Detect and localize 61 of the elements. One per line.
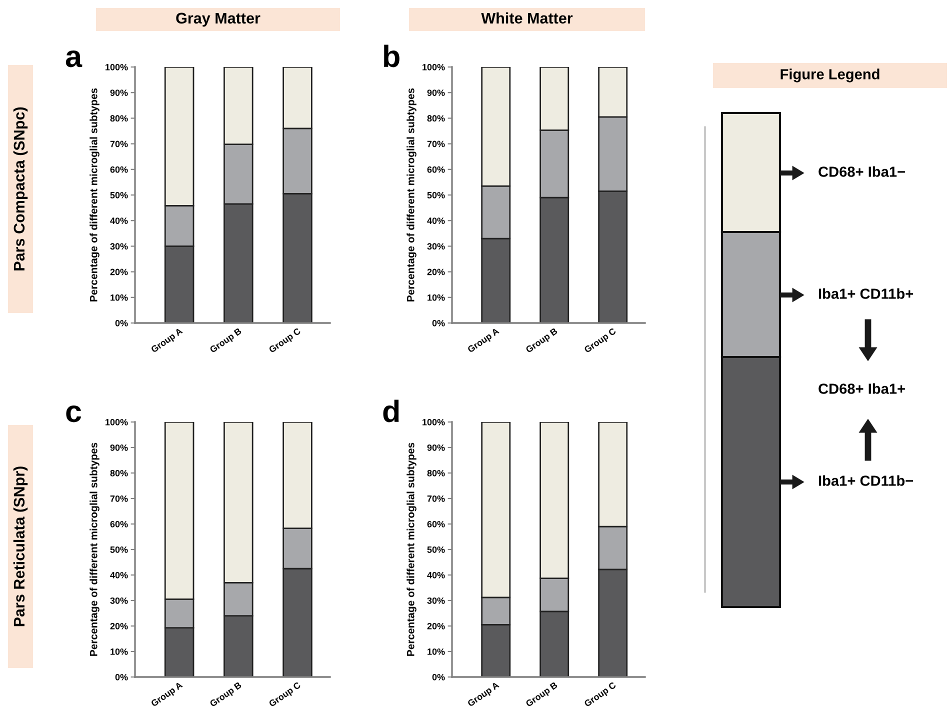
y-tick-label: 90%: [110, 90, 128, 96]
text: Iba1+ CD11b−: [818, 475, 914, 486]
y-tick-label: 40%: [427, 218, 445, 224]
y-tick-label: 40%: [110, 218, 128, 224]
y-tick-label: 100%: [106, 64, 128, 70]
y-tick-label: 60%: [427, 166, 445, 173]
text: Iba1+ CD11b+: [818, 288, 914, 299]
text: Pars Compacta (SNpc): [13, 107, 28, 270]
y-tick-label: 80%: [427, 470, 445, 476]
y-tick-label: 60%: [427, 520, 445, 528]
y-tick-label: 100%: [422, 64, 445, 70]
y-tick-label: 30%: [427, 597, 445, 604]
y-tick-label: 60%: [110, 166, 128, 173]
y-axis-title: Percentage of different microglial subtypes: [90, 442, 100, 656]
y-tick-label: 30%: [110, 243, 128, 250]
y-tick-label: 90%: [427, 444, 445, 451]
y-tick-label: 20%: [110, 268, 128, 276]
y-tick-label: 0%: [432, 320, 445, 326]
y-tick-label: 70%: [427, 495, 445, 502]
y-axis-title: Percentage of different microglial subtypes: [406, 88, 416, 302]
chart-title: c: [66, 405, 82, 422]
y-tick-label: 20%: [427, 268, 445, 276]
y-tick-label: 0%: [115, 674, 128, 680]
y-tick-label: 100%: [422, 418, 445, 426]
y-tick-label: 100%: [106, 418, 128, 426]
chart-subtitle: Gray Matter: [176, 12, 260, 27]
chart-title: d: [383, 400, 399, 422]
y-tick-label: 40%: [110, 572, 128, 578]
y-tick-label: 90%: [427, 90, 445, 96]
y-tick-label: 0%: [115, 320, 128, 326]
y-tick-label: 10%: [428, 648, 445, 655]
y-tick-label: 20%: [427, 622, 445, 630]
y-tick-label: 50%: [110, 192, 128, 198]
y-tick-label: 30%: [427, 243, 445, 250]
y-tick-label: 70%: [110, 140, 128, 148]
text: CD68+ Iba1−: [818, 166, 905, 177]
legend-title: Figure Legend: [780, 68, 880, 82]
y-axis-title: Percentage of different microglial subtypes: [406, 442, 416, 656]
y-tick-label: 0%: [432, 674, 445, 680]
y-tick-label: 80%: [427, 115, 445, 122]
y-tick-label: 50%: [427, 546, 445, 553]
y-tick-label: 40%: [427, 572, 445, 578]
y-tick-label: 60%: [110, 520, 128, 528]
y-tick-label: 10%: [110, 648, 128, 655]
y-tick-label: 70%: [427, 140, 445, 148]
text: CD68+ Iba1+: [818, 383, 905, 394]
chart-title: b: [384, 44, 400, 68]
y-tick-label: 50%: [427, 192, 445, 198]
chart-title: a: [66, 50, 82, 68]
y-tick-label: 20%: [110, 622, 128, 630]
y-tick-label: 90%: [110, 444, 128, 451]
y-axis-title: Percentage of different microglial subtypes: [90, 88, 100, 302]
y-tick-label: 80%: [110, 115, 128, 122]
text: Pars Reticulata (SNpr): [13, 466, 28, 626]
y-tick-label: 70%: [110, 495, 128, 502]
chart-subtitle: White Matter: [481, 12, 573, 24]
y-tick-label: 10%: [110, 294, 128, 301]
y-tick-label: 50%: [110, 546, 128, 553]
y-tick-label: 10%: [428, 294, 445, 301]
y-tick-label: 80%: [110, 470, 128, 476]
y-tick-label: 30%: [110, 597, 128, 604]
